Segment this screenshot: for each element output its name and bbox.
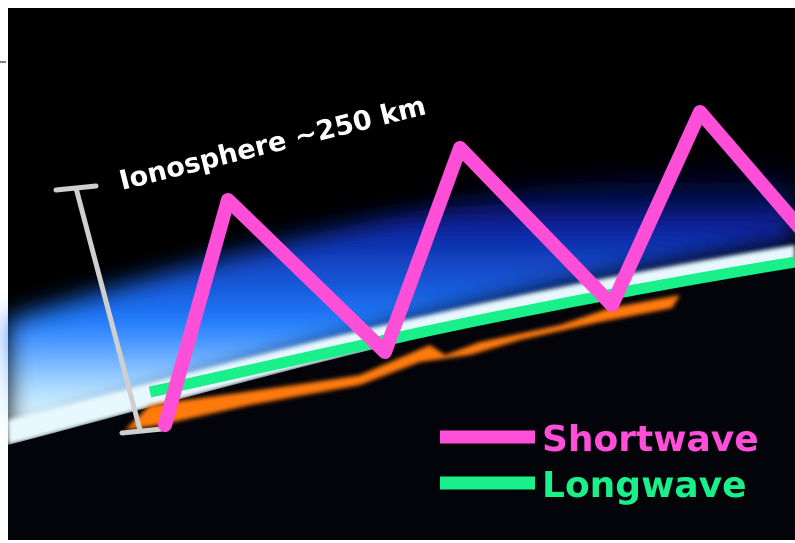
legend-label: Longwave <box>542 465 747 506</box>
legend-label: Shortwave <box>542 419 759 460</box>
page: {"annotation": {"label": "Ionosphere ~25… <box>0 0 795 543</box>
illustration: Ionosphere ~250 km Shortwave Longwave <box>0 0 795 543</box>
